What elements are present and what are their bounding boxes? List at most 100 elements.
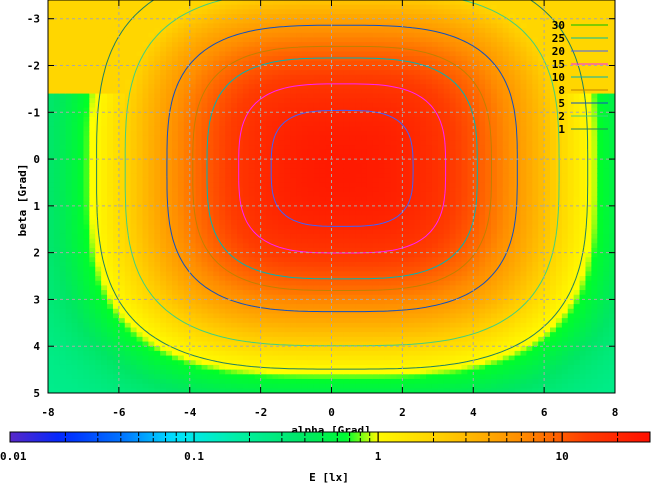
heat-cell: [112, 360, 120, 366]
heat-cell: [59, 332, 67, 338]
heat-cell: [213, 350, 220, 357]
heat-cell: [390, 243, 398, 249]
heat-cell: [65, 243, 73, 249]
heat-cell: [83, 32, 90, 39]
heat-cell: [296, 313, 303, 319]
heat-cell: [207, 308, 214, 315]
heat-cell: [101, 243, 108, 249]
heat-cell: [254, 271, 262, 277]
heat-cell: [343, 219, 350, 226]
heat-cell: [71, 341, 79, 347]
heat-cell: [355, 0, 362, 6]
heat-cell: [337, 126, 344, 132]
heat-cell: [290, 205, 297, 212]
heat-cell: [319, 346, 327, 352]
heat-cell: [142, 14, 150, 20]
heat-cell: [107, 14, 114, 20]
heat-cell: [112, 28, 120, 34]
heat-cell: [372, 369, 380, 375]
heat-cell: [77, 350, 85, 357]
heat-cell: [166, 159, 173, 165]
heat-cell: [313, 294, 321, 301]
heat-cell: [207, 182, 214, 188]
heat-cell: [349, 149, 356, 155]
heat-cell: [112, 126, 120, 132]
heat-cell: [112, 191, 120, 198]
heat-cell: [195, 84, 203, 90]
heat-cell: [307, 294, 315, 301]
heat-cell: [201, 173, 209, 179]
heat-cell: [390, 18, 398, 24]
heat-cell: [195, 28, 203, 34]
heat-cell: [331, 93, 339, 99]
heat-cell: [372, 42, 380, 48]
heat-cell: [278, 37, 285, 43]
heat-cell: [107, 74, 114, 81]
heat-cell: [65, 116, 73, 123]
heat-cell: [53, 131, 61, 137]
heat-cell: [201, 346, 209, 352]
heat-cell: [142, 299, 150, 305]
heat-cell: [237, 154, 244, 160]
heat-cell: [136, 74, 144, 81]
heat-cell: [242, 304, 250, 310]
heat-cell: [154, 65, 161, 71]
heat-cell: [331, 46, 339, 53]
heat-cell: [337, 182, 344, 188]
heat-cell: [89, 37, 96, 43]
heat-cell: [248, 154, 256, 160]
heat-cell: [296, 318, 303, 324]
heat-cell: [154, 383, 161, 389]
heat-cell: [207, 18, 214, 24]
heat-cell: [349, 131, 356, 137]
heat-cell: [201, 168, 209, 174]
heat-cell: [71, 290, 79, 296]
heat-cell: [219, 383, 226, 389]
heat-cell: [325, 224, 333, 230]
heat-cell: [195, 18, 203, 24]
heat-cell: [313, 135, 321, 141]
heat-cell: [130, 327, 138, 333]
heat-cell: [278, 257, 285, 263]
heat-cell: [130, 205, 138, 212]
heat-cell: [337, 168, 344, 174]
heat-cell: [213, 374, 220, 380]
heat-cell: [355, 388, 362, 393]
heat-cell: [160, 294, 167, 301]
heat-cell: [307, 233, 315, 240]
heat-cell: [307, 18, 315, 24]
heat-cell: [101, 121, 108, 127]
heat-cell: [307, 243, 315, 249]
heat-cell: [313, 327, 321, 333]
heat-cell: [272, 74, 279, 81]
heat-cell: [278, 360, 285, 366]
heat-cell: [48, 262, 55, 268]
heat-cell: [343, 210, 350, 216]
heat-cell: [189, 238, 197, 244]
heat-cell: [207, 56, 214, 62]
heat-cell: [355, 238, 362, 244]
heat-cell: [207, 369, 214, 375]
heat-cell: [195, 121, 203, 127]
heat-cell: [71, 350, 79, 357]
heat-cell: [89, 322, 96, 329]
heat-cell: [355, 280, 362, 286]
heat-cell: [355, 168, 362, 174]
heat-cell: [272, 23, 279, 29]
heat-cell: [278, 56, 285, 62]
heat-cell: [349, 159, 356, 165]
heat-cell: [390, 369, 398, 375]
heat-cell: [65, 60, 73, 67]
heat-cell: [355, 210, 362, 216]
heat-cell: [48, 116, 55, 123]
heat-cell: [325, 131, 333, 137]
heat-cell: [248, 74, 256, 81]
heat-cell: [95, 121, 102, 127]
heat-cell: [266, 126, 274, 132]
heat-cell: [53, 374, 61, 380]
heat-cell: [313, 46, 321, 53]
heat-cell: [166, 154, 173, 160]
heat-cell: [65, 65, 73, 71]
heat-cell: [59, 28, 67, 34]
heat-cell: [112, 327, 120, 333]
